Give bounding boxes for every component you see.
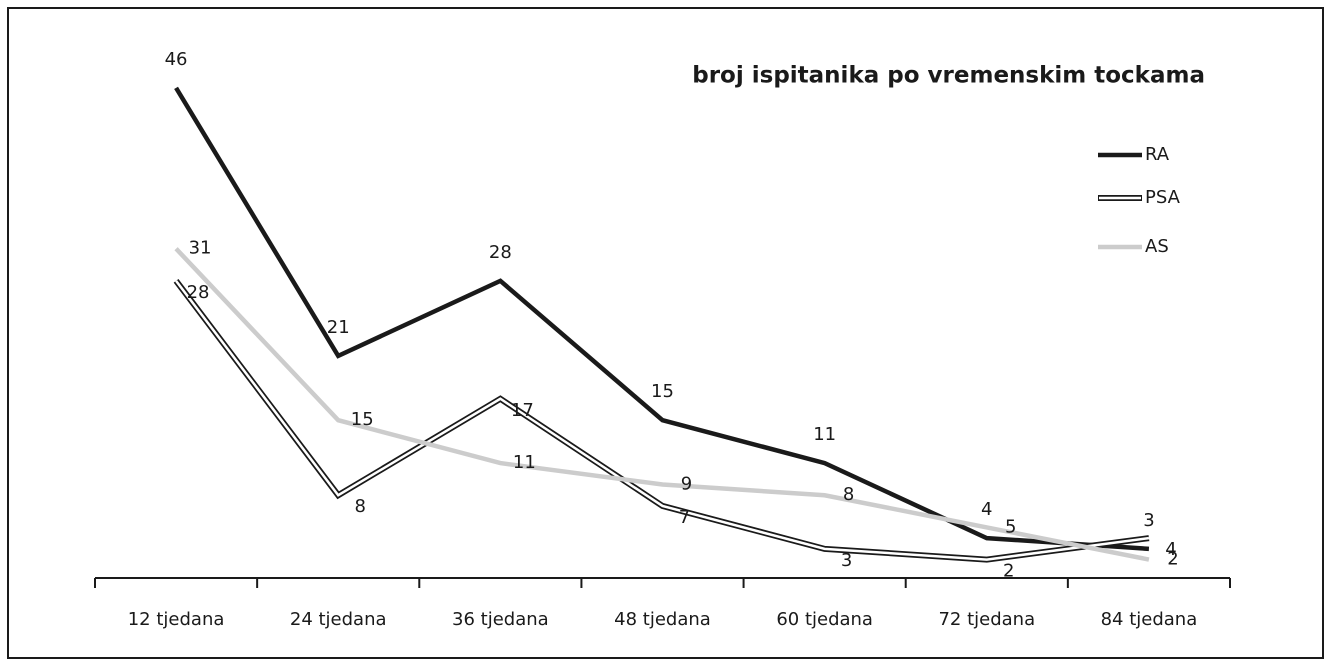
legend-label: PSA <box>1145 187 1181 208</box>
data-label: 2 <box>1167 549 1178 570</box>
x-tick-label: 84 tjedana <box>1101 609 1198 630</box>
data-label: 4 <box>981 499 992 520</box>
data-label: 9 <box>681 474 692 495</box>
x-tick-label: 12 tjedana <box>128 609 225 630</box>
data-label: 46 <box>165 49 188 70</box>
legend-label: RA <box>1145 144 1170 165</box>
series-line-core <box>175 280 1150 561</box>
data-label: 15 <box>351 409 374 430</box>
data-label: 11 <box>513 452 536 473</box>
legend-label: AS <box>1145 236 1169 257</box>
frame <box>7 7 1324 659</box>
data-label: 3 <box>841 550 852 571</box>
series-line <box>174 247 1150 562</box>
data-label: 5 <box>1005 516 1016 537</box>
data-label: 31 <box>189 238 212 259</box>
chart-title: broj ispitanika po vremenskim tockama <box>692 63 1205 89</box>
x-tick-label: 36 tjedana <box>452 609 549 630</box>
data-label: 8 <box>354 496 365 517</box>
data-label: 7 <box>679 507 690 528</box>
x-tick-label: 48 tjedana <box>614 609 711 630</box>
data-label: 21 <box>327 317 350 338</box>
data-label: 17 <box>511 400 534 421</box>
x-tick-label: 72 tjedana <box>938 609 1035 630</box>
data-label: 28 <box>489 242 512 263</box>
series-line <box>174 86 1150 552</box>
x-tick-label: 24 tjedana <box>290 609 387 630</box>
data-label: 2 <box>1003 561 1014 582</box>
data-label: 11 <box>813 424 836 445</box>
data-label: 28 <box>187 282 210 303</box>
data-label: 4 <box>1165 539 1176 560</box>
data-label: 15 <box>651 381 674 402</box>
data-label: 8 <box>843 484 854 505</box>
data-label: 3 <box>1143 510 1154 531</box>
x-tick-label: 60 tjedana <box>776 609 873 630</box>
